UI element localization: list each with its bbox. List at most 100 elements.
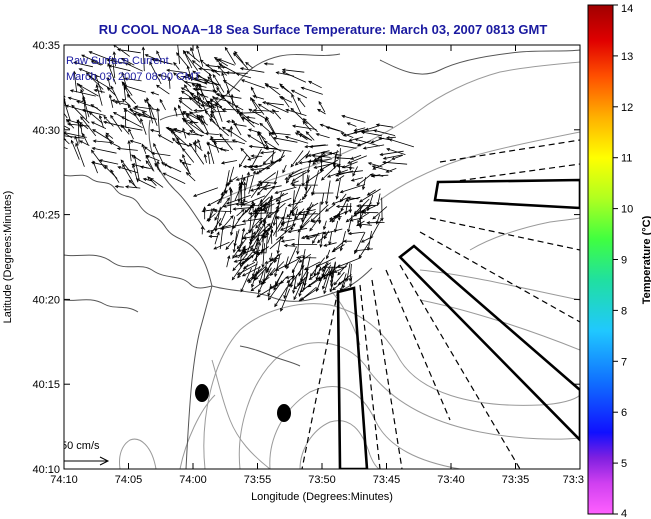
current-vector bbox=[96, 84, 103, 106]
current-vector-head bbox=[240, 147, 244, 152]
current-vector-head bbox=[116, 147, 121, 151]
current-vector bbox=[233, 52, 249, 69]
current-vector bbox=[372, 165, 393, 173]
current-vector bbox=[293, 184, 301, 203]
current-vector-head bbox=[178, 104, 182, 109]
current-vector-head bbox=[357, 143, 361, 147]
current-vector bbox=[237, 245, 246, 259]
current-vector-head bbox=[69, 89, 74, 93]
current-vector-head bbox=[320, 151, 325, 155]
current-vector-head bbox=[235, 202, 239, 206]
current-vector bbox=[86, 72, 104, 90]
current-vector-head bbox=[293, 296, 297, 301]
current-vector-head bbox=[258, 280, 262, 284]
current-vector-head bbox=[178, 100, 183, 104]
current-vector-head bbox=[183, 80, 188, 84]
current-vector-head bbox=[342, 239, 347, 243]
current-vector-head bbox=[242, 181, 247, 186]
current-vector bbox=[254, 266, 261, 281]
current-vector bbox=[210, 217, 222, 235]
current-vector bbox=[117, 148, 138, 151]
current-vector-head bbox=[189, 111, 193, 115]
current-vector-head bbox=[311, 219, 316, 223]
current-vector-head bbox=[268, 132, 273, 136]
current-vector-head bbox=[241, 227, 246, 232]
current-vector-head bbox=[103, 120, 107, 125]
current-vector bbox=[251, 223, 271, 242]
current-vector bbox=[213, 241, 230, 250]
current-vector-head bbox=[203, 80, 208, 85]
current-vector-head bbox=[308, 276, 313, 281]
current-vector bbox=[124, 85, 147, 93]
current-vector-head bbox=[300, 86, 305, 90]
current-vector bbox=[365, 125, 380, 131]
current-vector bbox=[197, 97, 215, 109]
colorbar-tick-label: 10 bbox=[621, 204, 633, 216]
current-vector bbox=[240, 182, 243, 206]
current-vector-head bbox=[231, 139, 236, 143]
current-vector bbox=[159, 99, 166, 111]
current-vector bbox=[331, 266, 333, 284]
current-vector-head bbox=[78, 121, 83, 126]
current-vector bbox=[89, 51, 110, 60]
current-vector-head bbox=[176, 39, 179, 42]
current-vector-head bbox=[202, 206, 207, 211]
current-vector-head bbox=[74, 135, 78, 140]
current-vector-head bbox=[373, 129, 377, 133]
current-vector bbox=[354, 198, 370, 214]
current-vector-head bbox=[206, 150, 211, 155]
current-vector-head bbox=[157, 134, 162, 138]
current-vector-head bbox=[166, 68, 171, 73]
current-vector bbox=[274, 170, 279, 185]
current-vector-head bbox=[301, 182, 305, 187]
current-vector bbox=[346, 211, 360, 223]
current-vector-head bbox=[299, 278, 304, 283]
current-vector bbox=[283, 280, 290, 299]
current-vector bbox=[232, 253, 248, 271]
legend-line-1: Raw Surface Current bbox=[66, 55, 169, 67]
current-vector-head bbox=[290, 226, 294, 231]
current-vector-head bbox=[335, 195, 339, 200]
current-vector bbox=[150, 178, 164, 188]
current-vector-head bbox=[193, 108, 198, 113]
current-vector bbox=[346, 196, 361, 202]
current-vector bbox=[353, 128, 368, 134]
current-vector-head bbox=[240, 79, 245, 83]
current-vector-head bbox=[281, 71, 286, 75]
current-vector bbox=[151, 91, 160, 96]
y-tick-label: 40:30 bbox=[32, 125, 60, 137]
current-vector-head bbox=[263, 186, 268, 191]
current-vector-head bbox=[341, 165, 346, 169]
current-vector bbox=[305, 144, 326, 148]
current-vector bbox=[335, 175, 345, 182]
current-vector bbox=[290, 150, 304, 168]
colorbar-tick-label: 8 bbox=[621, 305, 627, 317]
current-vector bbox=[91, 150, 106, 169]
current-vector bbox=[216, 87, 227, 102]
current-vector bbox=[386, 168, 397, 173]
current-vector-head bbox=[127, 140, 131, 144]
current-vector bbox=[64, 125, 71, 130]
current-vector bbox=[107, 77, 111, 88]
current-vector-head bbox=[290, 163, 294, 168]
current-vector bbox=[299, 253, 312, 263]
current-vector bbox=[349, 263, 352, 281]
current-vector-head bbox=[50, 109, 53, 112]
current-vector bbox=[291, 213, 318, 216]
current-vector bbox=[282, 71, 307, 83]
current-vector-head bbox=[173, 61, 177, 66]
current-vector-head bbox=[314, 159, 319, 163]
current-vector bbox=[226, 72, 248, 74]
current-vector bbox=[323, 228, 343, 235]
current-vector bbox=[334, 265, 347, 273]
current-vector-head bbox=[372, 215, 377, 220]
current-vector-head bbox=[211, 207, 215, 212]
current-vector bbox=[359, 188, 381, 203]
current-vector bbox=[241, 249, 256, 265]
current-vector-head bbox=[291, 93, 295, 98]
current-vector-head bbox=[256, 183, 261, 187]
current-vector bbox=[280, 288, 291, 312]
colorbar-tick-label: 13 bbox=[621, 51, 633, 63]
current-vector bbox=[372, 206, 388, 220]
